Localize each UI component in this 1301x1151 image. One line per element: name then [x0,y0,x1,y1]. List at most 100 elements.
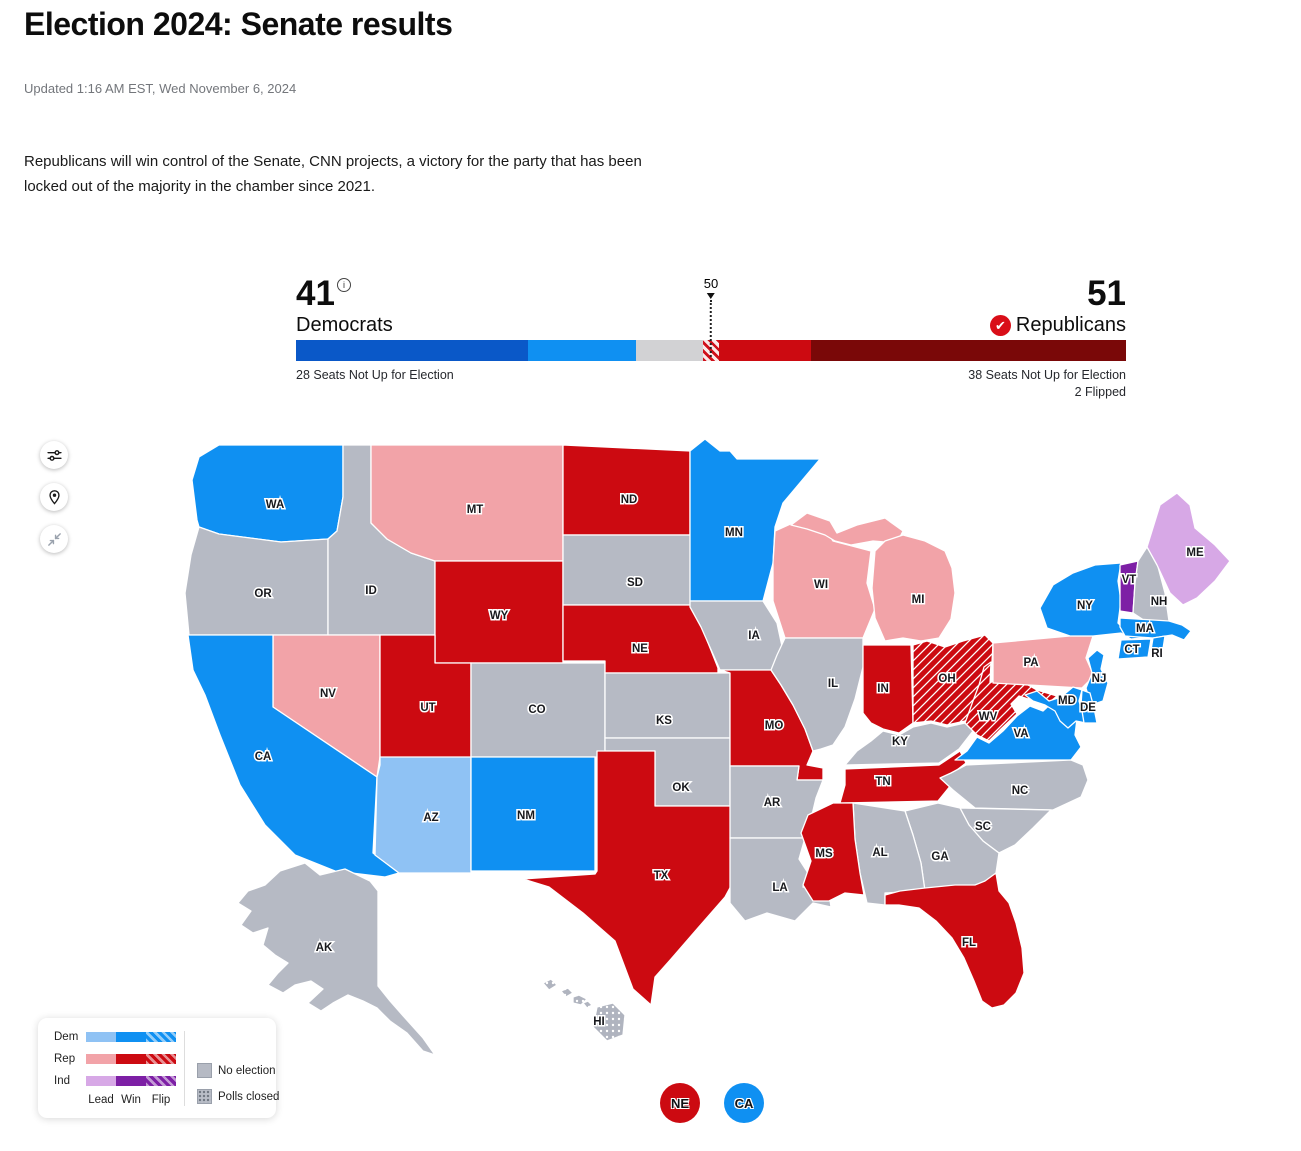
locate-button[interactable] [40,483,68,511]
state-HI[interactable] [542,978,626,1042]
special-race-badge-CA[interactable]: CA [724,1083,764,1123]
state-label-VT: VT [1122,574,1137,586]
state-label-SD: SD [627,577,643,589]
state-IN[interactable] [862,644,914,734]
state-label-RI: RI [1151,648,1163,660]
map-tools [40,441,68,553]
state-label-OR: OR [254,588,272,600]
state-label-MD: MD [1058,695,1076,707]
bop-segment-rep-not-up [810,340,1126,361]
location-pin-icon [48,489,60,505]
state-OR[interactable] [185,526,329,636]
state-VA[interactable] [954,697,1082,761]
state-RI[interactable] [1149,635,1166,657]
state-label-MA: MA [1136,623,1154,635]
polls-closed-swatch [197,1089,212,1104]
legend-polls-closed: Polls closed [197,1089,279,1104]
legend-row-rep: Rep [54,1053,176,1065]
state-NM[interactable] [470,756,596,872]
state-label-AK: AK [316,942,333,954]
state-AK[interactable] [237,862,436,1056]
no-election-swatch [197,1063,212,1078]
bop-segment-dem-win [528,340,637,361]
state-NJ[interactable] [1085,649,1109,706]
rep-winner-check-icon: ✔ [989,315,1011,336]
state-NC[interactable] [939,759,1089,811]
state-label-CT: CT [1124,644,1139,656]
majority-triangle-icon [707,293,715,299]
state-KS[interactable] [604,672,731,739]
legend-row-dem: Dem [54,1031,176,1043]
state-LA[interactable] [729,837,832,922]
rep-flipped-note: 2 Flipped [1074,385,1126,399]
state-MS[interactable] [800,802,865,902]
state-label-WY: WY [490,610,509,622]
state-label-PA: PA [1023,657,1038,669]
filter-button[interactable] [40,441,68,469]
info-icon[interactable]: i [336,278,351,292]
dem-label: Democrats [296,314,393,336]
state-ME[interactable] [1146,492,1231,606]
special-race-badge-NE[interactable]: NE [660,1083,700,1123]
legend-label-rep: Rep [54,1053,76,1065]
state-CT[interactable] [1117,638,1152,660]
bop-segment-undecided [636,340,703,361]
page-title: Election 2024: Senate results [24,6,453,42]
state-label-KY: KY [892,736,908,748]
state-label-SC: SC [975,821,991,833]
state-IL[interactable] [770,637,864,752]
state-label-WV: WV [979,711,998,723]
state-PA[interactable] [992,635,1095,689]
legend-col-flip: Flip [151,1094,171,1106]
state-label-IN: IN [877,683,889,695]
state-label-HI: HI [593,1016,605,1028]
state-MI[interactable] [790,512,956,642]
state-label-MT: MT [467,504,484,516]
state-label-NE: NE [632,643,648,655]
state-FL[interactable] [884,872,1025,1009]
legend-no-election: No election [197,1063,279,1078]
state-ND[interactable] [562,444,691,536]
majority-dotted-line [710,300,712,357]
state-WV[interactable] [964,661,1058,742]
dem-not-up-note: 28 Seats Not Up for Election [296,368,454,382]
state-KY[interactable] [844,722,974,766]
balance-of-power: 41 i Democrats 51 ✔ Republicans 50 28 Sea… [296,276,1126,406]
no-election-label: No election [218,1064,276,1077]
legend-swatch-dem-win [116,1032,146,1042]
legend-swatch-ind-flip [146,1076,176,1086]
state-label-TX: TX [654,870,669,882]
bop-segment-rep-win [719,340,811,361]
state-label-NV: NV [320,688,336,700]
state-WA[interactable] [191,444,344,543]
state-label-NC: NC [1012,785,1029,797]
rep-label: Republicans [1015,314,1126,336]
rep-seat-count: 51 [1087,274,1126,313]
legend-swatch-dem-lead [86,1032,116,1042]
legend-swatch-rep-win [116,1054,146,1064]
state-label-FL: FL [962,937,976,949]
legend-row-ind: Ind [54,1075,176,1087]
rep-not-up-note: 38 Seats Not Up for Election [968,368,1126,382]
state-label-MI: MI [912,594,925,606]
state-SD[interactable] [562,534,696,606]
state-label-NM: NM [517,810,535,822]
state-label-WI: WI [814,579,828,591]
state-label-OK: OK [672,782,690,794]
updated-timestamp: Updated 1:16 AM EST, Wed November 6, 202… [24,81,297,96]
filter-sliders-icon [46,449,62,461]
legend-swatch-rep-lead [86,1054,116,1064]
legend-col-win: Win [121,1094,141,1106]
state-MT[interactable] [370,444,564,562]
collapse-button[interactable] [40,525,68,553]
state-label-MS: MS [815,848,833,860]
legend-label-dem: Dem [54,1031,79,1043]
state-label-TN: TN [875,776,890,788]
state-DE[interactable] [1080,689,1098,724]
map-legend: Dem Rep Ind Lead Win Flip [38,1018,279,1118]
state-label-UT: UT [420,702,435,714]
state-label-AZ: AZ [423,812,438,824]
state-MA[interactable] [1119,617,1192,641]
state-label-MN: MN [725,527,743,539]
state-label-NY: NY [1077,600,1093,612]
